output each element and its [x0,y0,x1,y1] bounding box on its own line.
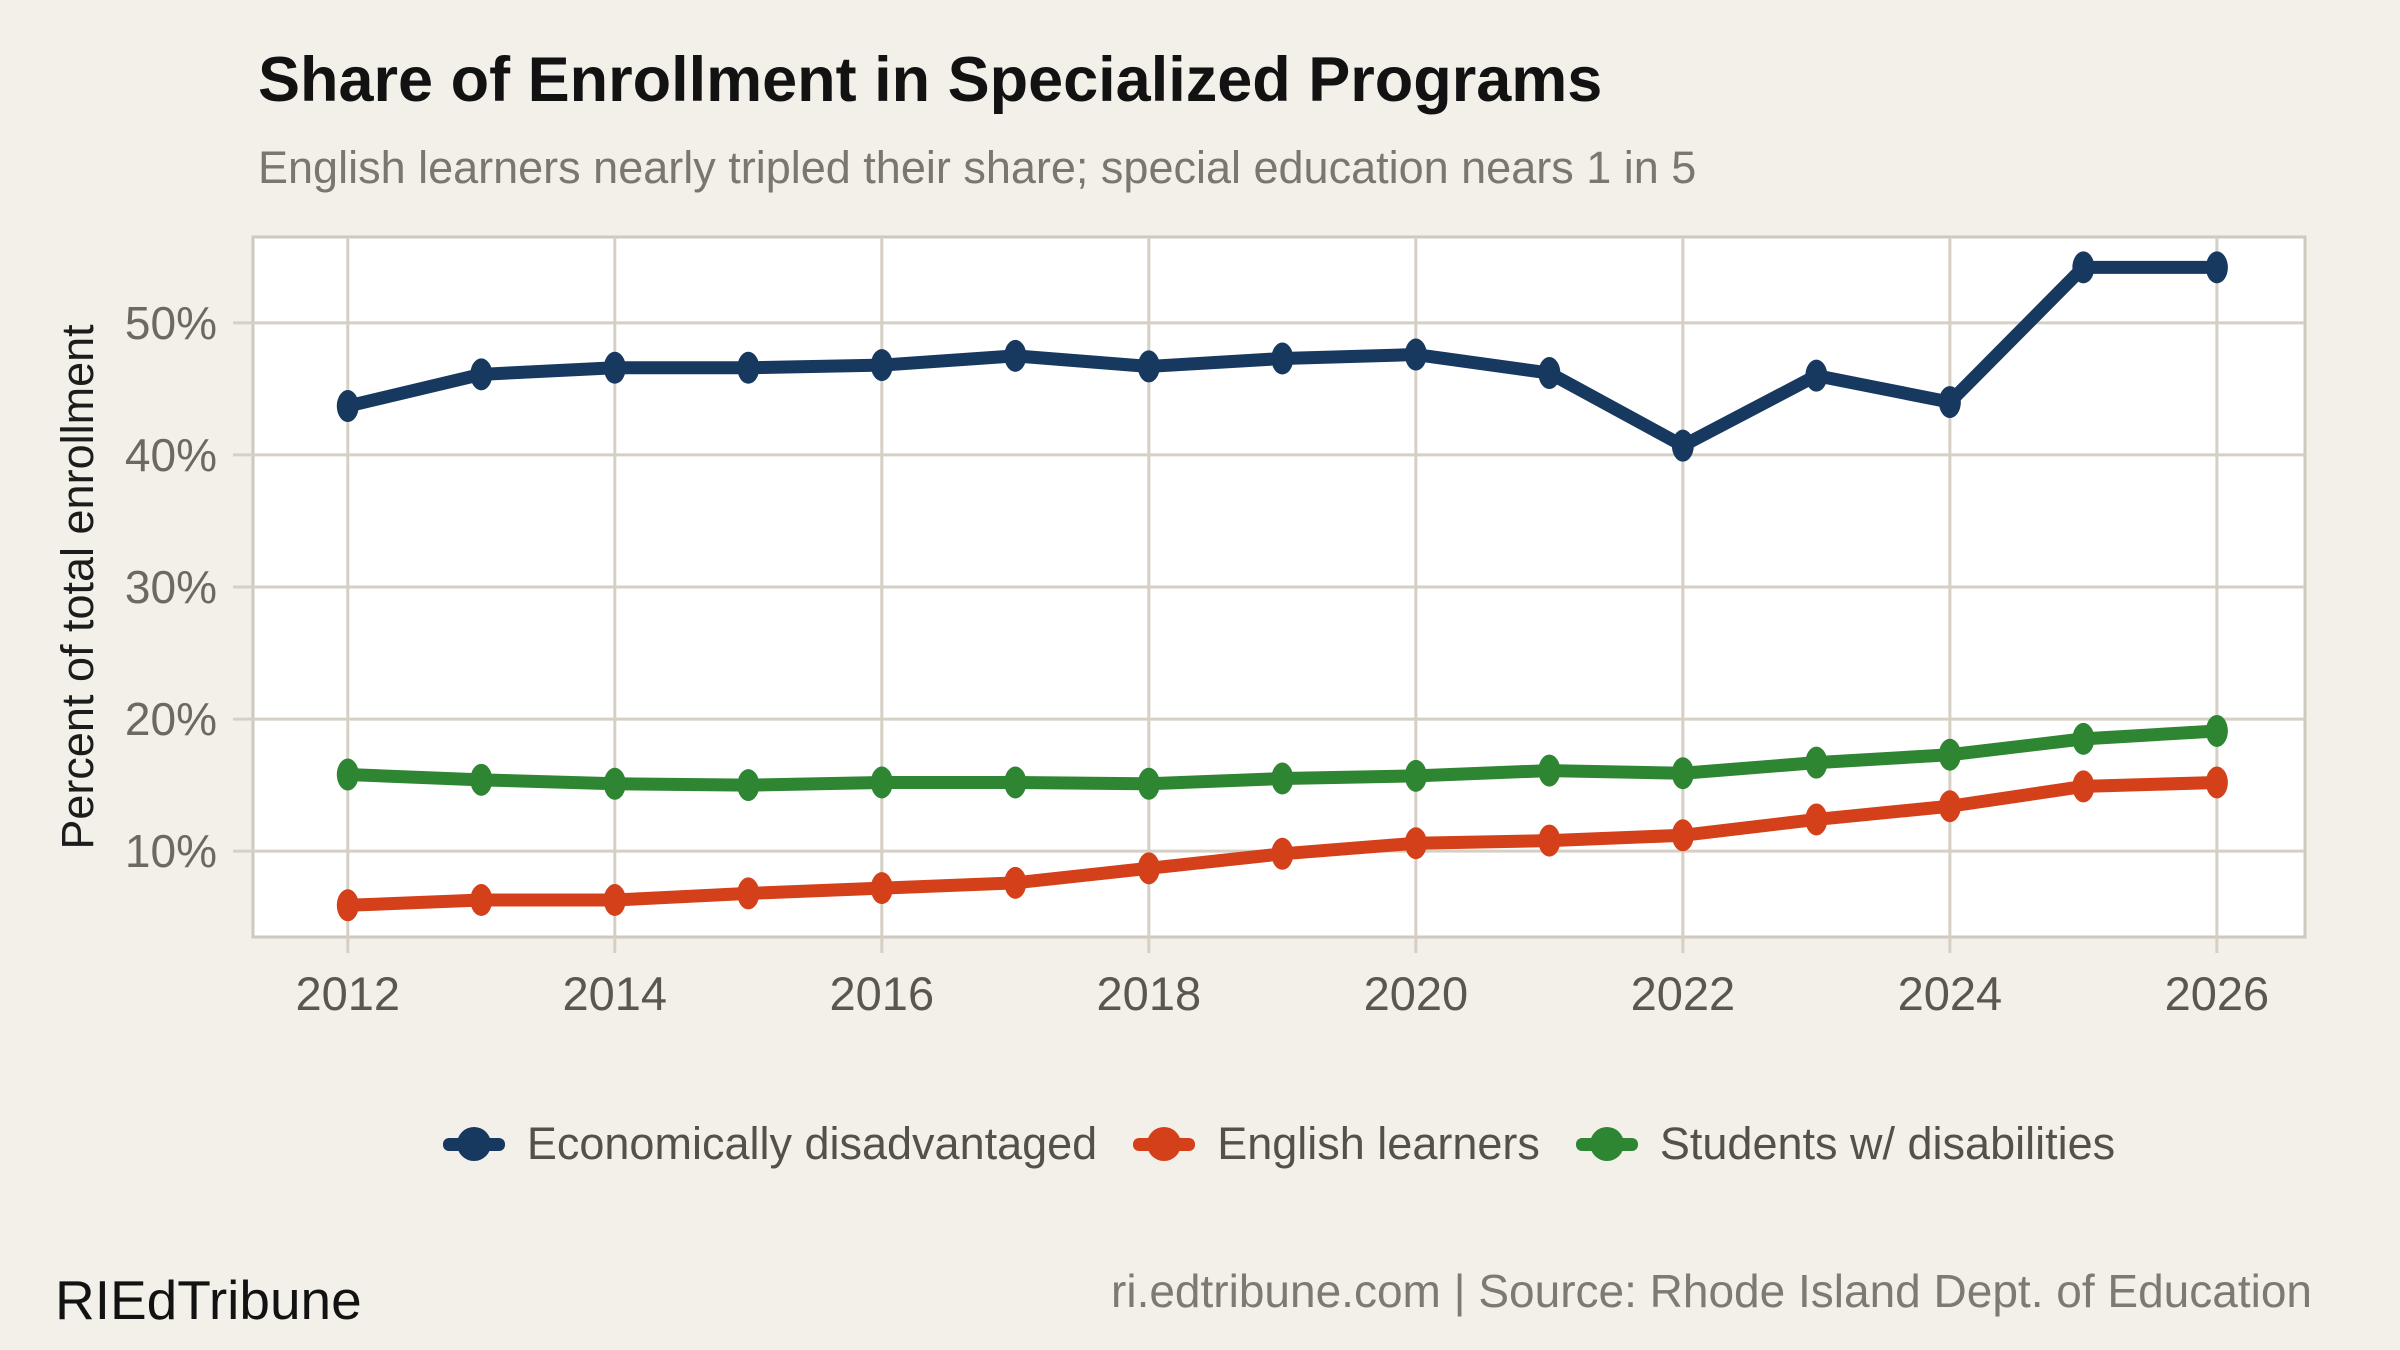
svg-text:2020: 2020 [1364,967,1469,1020]
line-point-marker-icon [1133,1124,1196,1164]
brand-logo-text: RIEdTribune [55,1269,362,1331]
legend-item-students-w-disabilities: Students w/ disabilities [1575,1118,2116,1170]
legend-label: Economically disadvantaged [526,1118,1098,1169]
svg-text:20%: 20% [125,693,217,745]
chart-legend: Economically disadvantaged English learn… [253,1118,2305,1170]
line-point-marker-icon [442,1124,505,1164]
svg-text:30%: 30% [125,561,217,613]
svg-text:2024: 2024 [1898,967,2003,1020]
chart-title: Share of Enrollment in Specialized Progr… [258,45,1603,115]
line-point-marker-icon [1575,1124,1638,1164]
svg-text:2012: 2012 [296,967,401,1020]
svg-text:2026: 2026 [2165,967,2270,1020]
svg-text:2022: 2022 [1631,967,1736,1020]
svg-text:40%: 40% [125,429,217,481]
svg-text:2018: 2018 [1097,967,1202,1020]
legend-item-economically-disadvantaged: Economically disadvantaged [442,1118,1098,1170]
svg-text:2016: 2016 [830,967,935,1020]
legend-label: English learners [1217,1118,1540,1169]
svg-text:10%: 10% [125,825,217,877]
line-chart-plot: 2012 2014 2016 2018 2020 2022 2024 2026 10% 20% 30… [125,235,2307,1020]
legend-label: Students w/ disabilities [1659,1118,2116,1169]
svg-text:50%: 50% [125,297,217,349]
source-attribution: ri.edtribune.com | Source: Rhode Island … [1111,1265,2312,1317]
svg-text:2014: 2014 [563,967,668,1020]
chart-subtitle: English learners nearly tripled their sh… [258,142,1697,193]
legend-item-english-learners: English learners [1133,1118,1540,1170]
